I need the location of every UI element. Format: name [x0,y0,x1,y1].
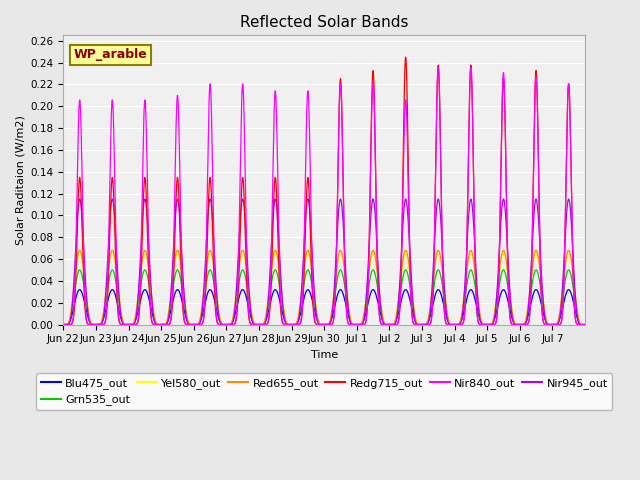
Title: Reflected Solar Bands: Reflected Solar Bands [240,15,408,30]
Y-axis label: Solar Raditaion (W/m2): Solar Raditaion (W/m2) [15,115,25,245]
X-axis label: Time: Time [310,350,338,360]
Legend: Blu475_out, Grn535_out, Yel580_out, Red655_out, Redg715_out, Nir840_out, Nir945_: Blu475_out, Grn535_out, Yel580_out, Red6… [36,373,612,410]
Text: WP_arable: WP_arable [74,48,148,61]
